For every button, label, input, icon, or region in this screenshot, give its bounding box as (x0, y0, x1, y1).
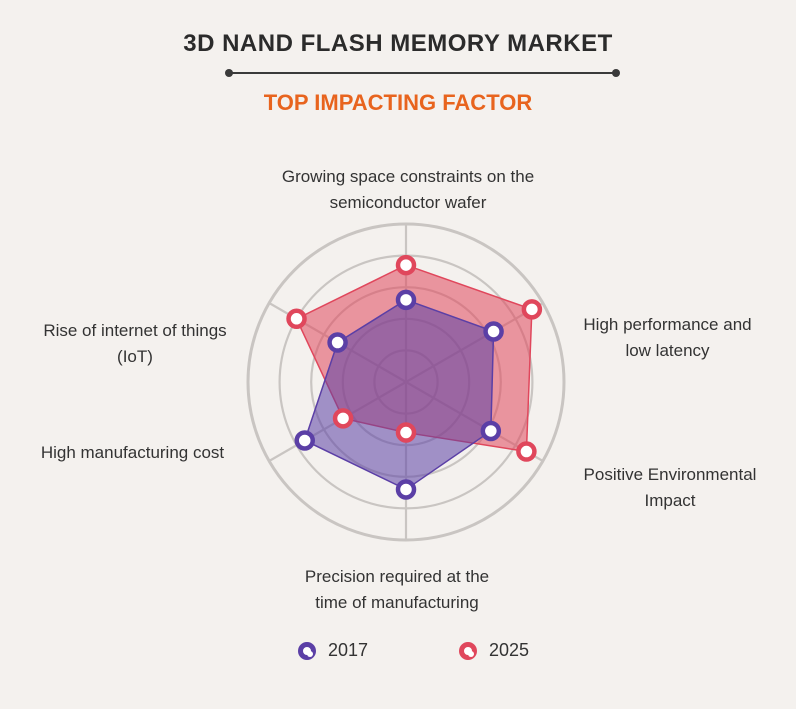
data-point-2025 (395, 422, 417, 443)
data-point-2017 (395, 289, 417, 311)
axis-label-line: low latency (625, 341, 710, 360)
title-divider (225, 69, 620, 77)
axis-label-line: Growing space constraints on the (281, 167, 535, 186)
data-point-2017 (327, 332, 348, 353)
axis-label-line: Impact (644, 491, 696, 510)
data-point-2017 (483, 321, 504, 342)
chart-title: 3D NAND FLASH MEMORY MARKET (183, 30, 613, 57)
axis-label-line: time of manufacturing (315, 593, 479, 612)
legend-item-2017: 2017 (298, 640, 368, 661)
data-point-2025 (286, 308, 307, 330)
axis-label-environmental-impact: Positive Environmental Impact (560, 462, 780, 514)
data-point-2017 (395, 479, 417, 500)
axis-label-line: (IoT) (117, 347, 153, 366)
data-point-2025 (332, 408, 354, 429)
data-point-2017 (480, 420, 502, 442)
legend-marker-2017-icon (298, 641, 316, 660)
axis-label-iot: Rise of internet of things (IoT) (15, 318, 255, 370)
axis-label-line: High performance and (583, 315, 752, 334)
axis-label-high-performance: High performance and low latency (560, 312, 775, 364)
legend-label-2017: 2017 (328, 640, 369, 660)
axis-label-line: semiconductor wafer (329, 193, 487, 212)
legend-label-2025: 2025 (489, 640, 530, 660)
axis-label-precision: Precision required at the time of manufa… (270, 564, 524, 616)
divider-left-dot (225, 69, 233, 77)
divider-right-dot (612, 69, 620, 77)
data-point-2017 (294, 430, 315, 451)
legend-item-2025: 2025 (459, 640, 529, 661)
axis-label-line: Rise of internet of things (43, 321, 227, 340)
data-point-2025 (516, 441, 537, 462)
data-point-2025 (395, 254, 417, 276)
legend-marker-2025-icon (459, 641, 477, 660)
axis-label-line: High manufacturing cost (40, 443, 225, 462)
axis-label-space-constraints: Growing space constraints on the semicon… (230, 164, 586, 216)
axis-label-line: Positive Environmental (583, 465, 757, 484)
axis-label-line: Precision required at the (304, 567, 490, 586)
data-point-2025 (521, 299, 543, 320)
chart-subtitle: TOP IMPACTING FACTOR (263, 90, 533, 115)
axis-label-manufacturing-cost: High manufacturing cost (15, 440, 250, 466)
